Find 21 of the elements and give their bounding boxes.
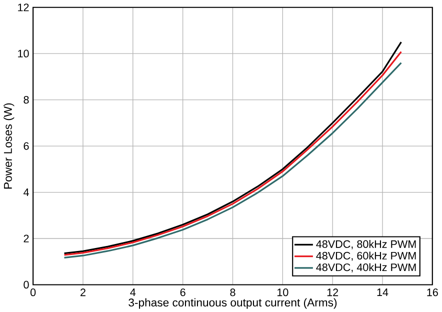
y-tick-label: 10 — [18, 50, 29, 58]
legend-label: 48VDC, 60kHz PWM — [316, 251, 416, 261]
x-tick-label: 2 — [80, 288, 86, 296]
y-tick-label: 8 — [24, 96, 29, 104]
x-tick-label: 6 — [180, 288, 186, 296]
x-tick-label: 0 — [30, 288, 36, 296]
y-tick-label: 6 — [24, 142, 29, 150]
x-tick-label: 10 — [277, 288, 288, 296]
x-tick-label: 16 — [427, 288, 438, 296]
x-tick-label: 14 — [377, 288, 388, 296]
y-tick-label: 2 — [24, 234, 29, 242]
x-tick-label: 12 — [327, 288, 338, 296]
y-tick-label: 12 — [18, 3, 29, 11]
y-axis-title: Power Loses (W) — [4, 103, 14, 188]
y-tick-label: 4 — [24, 188, 29, 196]
legend-label: 48VDC, 40kHz PWM — [316, 263, 416, 272]
y-tick-label: 0 — [24, 280, 29, 288]
legend-label: 48VDC, 80kHz PWM — [316, 240, 416, 250]
x-tick-label: 4 — [130, 288, 136, 296]
x-tick-label: 8 — [230, 288, 236, 296]
x-axis-title: 3-phase continuous output current (Arms) — [128, 298, 337, 309]
